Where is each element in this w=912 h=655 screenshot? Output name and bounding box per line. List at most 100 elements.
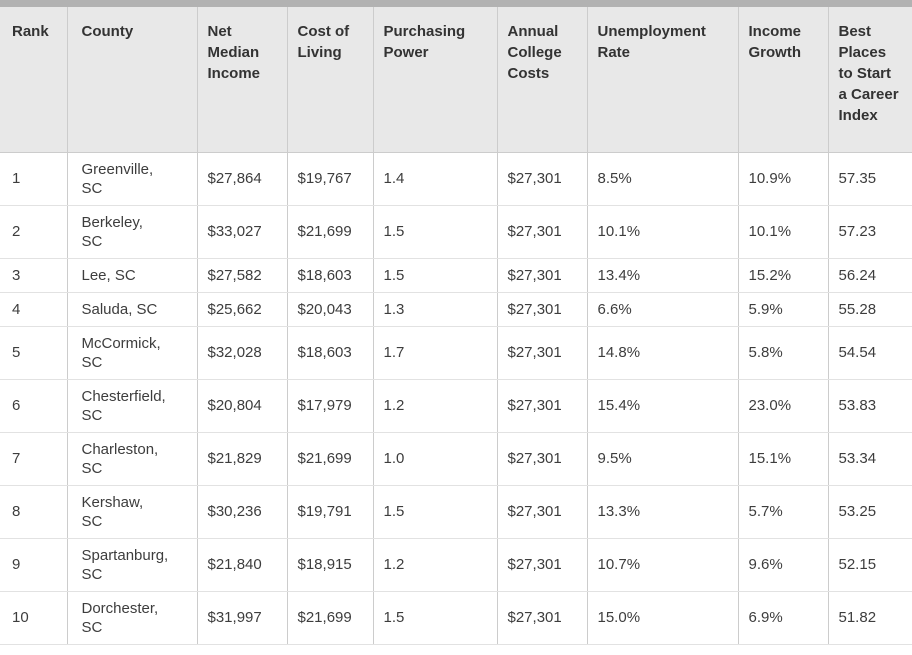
cell-income-growth: 5.8%	[738, 326, 829, 380]
cell-purchasing-power: 1.3	[373, 292, 498, 327]
cell-cost-of-living: $19,791	[287, 485, 374, 539]
cell-cost-of-living: $17,979	[287, 379, 374, 433]
cell-annual-college-costs: $27,301	[497, 591, 588, 645]
cell-best-places-index: 56.24	[828, 258, 912, 293]
cell-county: Berkeley, SC	[67, 205, 198, 259]
cell-best-places-index: 53.25	[828, 485, 912, 539]
cell-purchasing-power: 1.2	[373, 538, 498, 592]
cell-unemployment-rate: 15.4%	[587, 379, 739, 433]
cell-rank: 4	[0, 292, 68, 327]
cell-net-median-income: $30,236	[197, 485, 288, 539]
cell-annual-college-costs: $27,301	[497, 485, 588, 539]
column-header-county: County	[67, 7, 198, 153]
table-top-border	[0, 0, 912, 7]
column-header-unemployment-rate: Unemployment Rate	[587, 7, 739, 153]
cell-annual-college-costs: $27,301	[497, 326, 588, 380]
cell-income-growth: 10.1%	[738, 205, 829, 259]
cell-best-places-index: 57.35	[828, 152, 912, 206]
cell-purchasing-power: 1.7	[373, 326, 498, 380]
cell-rank: 7	[0, 432, 68, 486]
column-header-best-places-index: Best Places to Start a Career Index	[828, 7, 912, 153]
table-header: Rank County Net Median Income Cost of Livin…	[0, 7, 912, 153]
cell-net-median-income: $25,662	[197, 292, 288, 327]
cell-cost-of-living: $21,699	[287, 205, 374, 259]
cell-cost-of-living: $21,699	[287, 591, 374, 645]
cell-best-places-index: 51.82	[828, 591, 912, 645]
table-row: 3 Lee, SC $27,582 $18,603 1.5 $27,301 13.4% 15.…	[0, 258, 912, 293]
column-header-income-growth: Income Growth	[738, 7, 829, 153]
cell-rank: 6	[0, 379, 68, 433]
cell-income-growth: 5.9%	[738, 292, 829, 327]
table-row: 8 Kershaw, SC $30,236 $19,791 1.5 $27,301 13.3…	[0, 485, 912, 539]
cell-net-median-income: $27,582	[197, 258, 288, 293]
cell-unemployment-rate: 8.5%	[587, 152, 739, 206]
cell-annual-college-costs: $27,301	[497, 432, 588, 486]
cell-county: Kershaw, SC	[67, 485, 198, 539]
cell-county: Dorchester, SC	[67, 591, 198, 645]
table-row: 1 Greenville, SC $27,864 $19,767 1.4 $27,301 8…	[0, 152, 912, 206]
table-row: 5 McCormick, SC $32,028 $18,603 1.7 $27,301 14…	[0, 326, 912, 380]
cell-annual-college-costs: $27,301	[497, 538, 588, 592]
cell-unemployment-rate: 10.7%	[587, 538, 739, 592]
table-row: 9 Spartanburg, SC $21,840 $18,915 1.2 $27,301…	[0, 538, 912, 592]
table-row: 7 Charleston, SC $21,829 $21,699 1.0 $27,301 9…	[0, 432, 912, 486]
cell-cost-of-living: $18,603	[287, 258, 374, 293]
cell-best-places-index: 55.28	[828, 292, 912, 327]
cell-annual-college-costs: $27,301	[497, 258, 588, 293]
cell-best-places-index: 53.34	[828, 432, 912, 486]
cell-income-growth: 6.9%	[738, 591, 829, 645]
cell-net-median-income: $20,804	[197, 379, 288, 433]
cell-county: McCormick, SC	[67, 326, 198, 380]
cell-annual-college-costs: $27,301	[497, 292, 588, 327]
career-rankings-table: Rank County Net Median Income Cost of Livin…	[0, 7, 912, 645]
table-row: 4 Saluda, SC $25,662 $20,043 1.3 $27,301 6.6% 5…	[0, 292, 912, 327]
cell-annual-college-costs: $27,301	[497, 152, 588, 206]
column-header-cost-of-living: Cost of Living	[287, 7, 374, 153]
cell-county: Charleston, SC	[67, 432, 198, 486]
table-header-row: Rank County Net Median Income Cost of Livin…	[0, 7, 912, 153]
cell-purchasing-power: 1.4	[373, 152, 498, 206]
cell-cost-of-living: $19,767	[287, 152, 374, 206]
cell-cost-of-living: $20,043	[287, 292, 374, 327]
cell-county: Spartanburg, SC	[67, 538, 198, 592]
column-header-purchasing-power: Purchasing Power	[373, 7, 498, 153]
cell-unemployment-rate: 13.3%	[587, 485, 739, 539]
cell-county: Chesterfield, SC	[67, 379, 198, 433]
cell-income-growth: 23.0%	[738, 379, 829, 433]
cell-annual-college-costs: $27,301	[497, 379, 588, 433]
cell-net-median-income: $32,028	[197, 326, 288, 380]
cell-annual-college-costs: $27,301	[497, 205, 588, 259]
cell-purchasing-power: 1.5	[373, 485, 498, 539]
cell-purchasing-power: 1.2	[373, 379, 498, 433]
cell-unemployment-rate: 10.1%	[587, 205, 739, 259]
cell-net-median-income: $31,997	[197, 591, 288, 645]
cell-income-growth: 15.2%	[738, 258, 829, 293]
cell-county: Greenville, SC	[67, 152, 198, 206]
cell-income-growth: 15.1%	[738, 432, 829, 486]
table-row: 2 Berkeley, SC $33,027 $21,699 1.5 $27,301 10.…	[0, 205, 912, 259]
table-body: 1 Greenville, SC $27,864 $19,767 1.4 $27,301 8…	[0, 152, 912, 645]
cell-best-places-index: 57.23	[828, 205, 912, 259]
cell-rank: 1	[0, 152, 68, 206]
cell-rank: 2	[0, 205, 68, 259]
cell-net-median-income: $21,829	[197, 432, 288, 486]
cell-net-median-income: $27,864	[197, 152, 288, 206]
cell-unemployment-rate: 6.6%	[587, 292, 739, 327]
cell-county: Lee, SC	[67, 258, 198, 293]
column-header-annual-college-costs: Annual College Costs	[497, 7, 588, 153]
cell-rank: 3	[0, 258, 68, 293]
cell-unemployment-rate: 14.8%	[587, 326, 739, 380]
cell-income-growth: 5.7%	[738, 485, 829, 539]
column-header-net-median-income: Net Median Income	[197, 7, 288, 153]
cell-cost-of-living: $21,699	[287, 432, 374, 486]
cell-income-growth: 9.6%	[738, 538, 829, 592]
cell-net-median-income: $21,840	[197, 538, 288, 592]
cell-county: Saluda, SC	[67, 292, 198, 327]
cell-rank: 5	[0, 326, 68, 380]
cell-purchasing-power: 1.5	[373, 205, 498, 259]
cell-rank: 8	[0, 485, 68, 539]
cell-purchasing-power: 1.5	[373, 258, 498, 293]
cell-purchasing-power: 1.0	[373, 432, 498, 486]
cell-purchasing-power: 1.5	[373, 591, 498, 645]
